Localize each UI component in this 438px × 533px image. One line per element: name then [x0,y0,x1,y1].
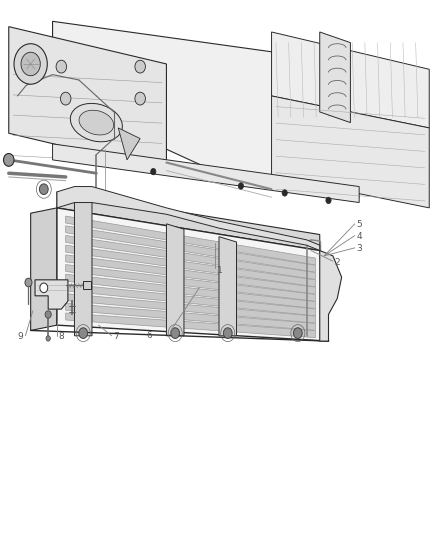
Text: 4: 4 [356,232,362,241]
Circle shape [40,283,48,293]
Polygon shape [272,96,429,208]
Polygon shape [35,280,68,309]
Text: 9: 9 [18,333,23,341]
Circle shape [282,190,287,196]
Circle shape [293,328,302,338]
Polygon shape [57,192,320,251]
Polygon shape [66,264,315,301]
Circle shape [326,197,331,204]
Circle shape [171,328,180,338]
Polygon shape [66,313,315,337]
Polygon shape [57,208,328,341]
Ellipse shape [79,110,114,135]
Polygon shape [66,245,315,287]
Circle shape [238,183,244,189]
Circle shape [14,44,47,84]
Polygon shape [320,251,342,341]
Polygon shape [219,237,237,336]
Text: 6: 6 [147,332,152,340]
Ellipse shape [71,103,122,142]
Polygon shape [66,284,315,316]
Text: 3: 3 [356,245,362,253]
Text: 5: 5 [356,221,362,229]
Polygon shape [74,197,92,336]
Polygon shape [66,236,315,279]
Polygon shape [31,208,57,330]
Polygon shape [9,27,166,171]
Circle shape [45,311,51,318]
Polygon shape [66,226,315,272]
Circle shape [56,60,67,73]
Text: 7: 7 [113,333,119,341]
Polygon shape [57,187,320,251]
Text: 8: 8 [58,333,64,341]
Circle shape [21,52,40,76]
Circle shape [135,92,145,105]
Polygon shape [53,21,359,197]
Polygon shape [66,294,315,323]
Text: 1: 1 [217,266,223,275]
Polygon shape [166,224,184,336]
Circle shape [46,336,50,341]
Circle shape [151,168,156,175]
Circle shape [60,92,71,105]
Circle shape [4,154,14,166]
Polygon shape [320,32,350,123]
Circle shape [25,278,32,287]
Polygon shape [272,32,429,128]
Polygon shape [66,303,315,330]
Polygon shape [66,216,315,265]
Polygon shape [53,144,359,203]
Polygon shape [66,274,315,309]
Polygon shape [118,128,140,160]
Circle shape [79,328,88,338]
Polygon shape [83,281,91,289]
Circle shape [39,184,48,195]
Polygon shape [66,255,315,294]
Circle shape [135,60,145,73]
Circle shape [223,328,232,338]
Text: 2: 2 [334,258,340,266]
